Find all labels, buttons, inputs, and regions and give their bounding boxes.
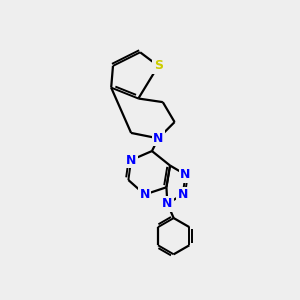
Text: S: S (154, 59, 163, 72)
Text: N: N (140, 188, 150, 201)
Text: N: N (180, 168, 190, 181)
Text: N: N (153, 132, 164, 145)
Text: N: N (178, 188, 188, 201)
Text: N: N (126, 154, 136, 166)
Text: N: N (162, 197, 172, 210)
